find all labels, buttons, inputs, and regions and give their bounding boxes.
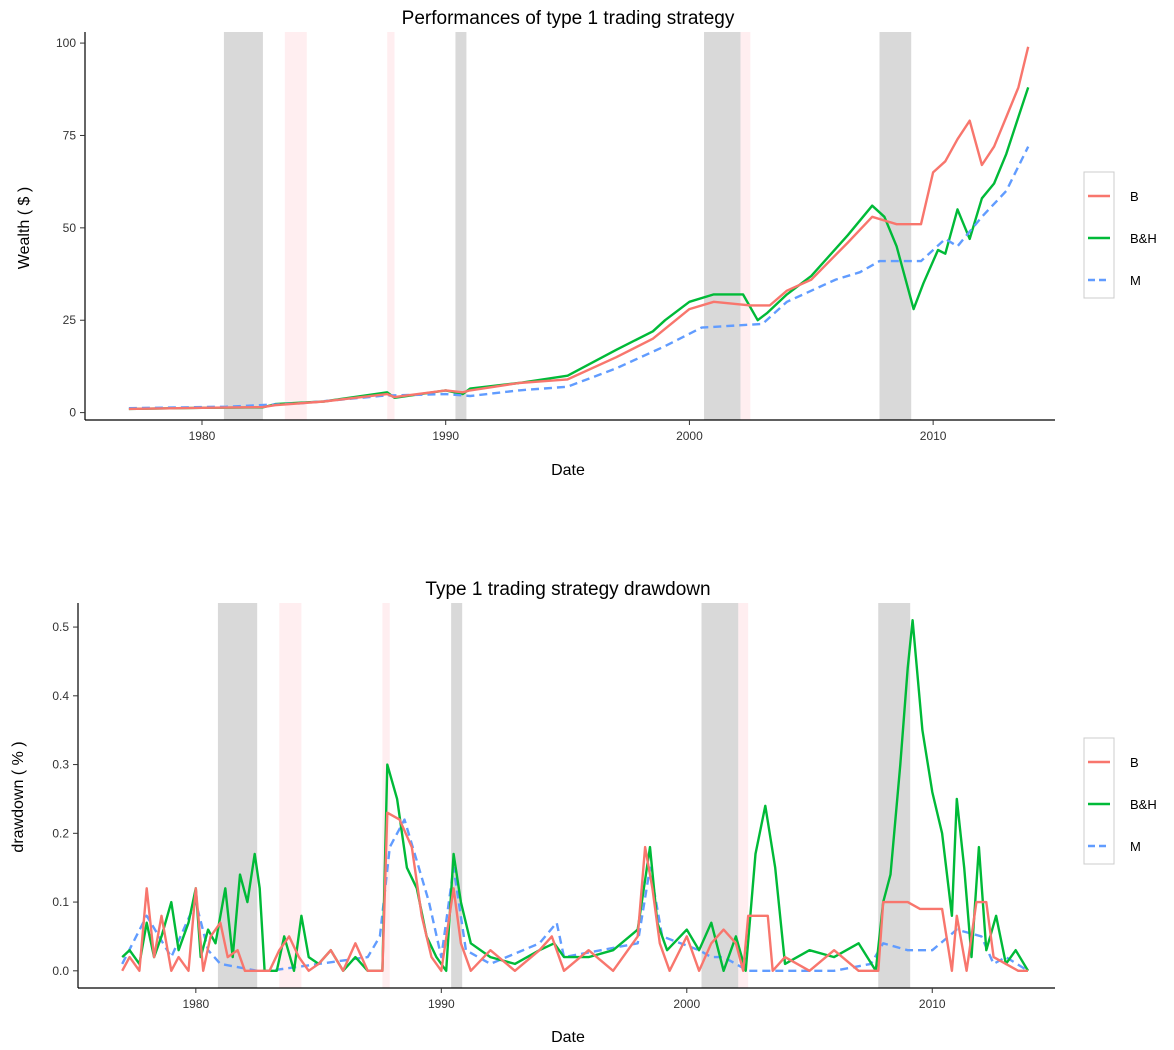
legend-label-bh: B&H xyxy=(1130,797,1157,812)
drawdown-band xyxy=(387,32,395,420)
drawdown-band xyxy=(284,32,307,420)
x-tick-label: 1990 xyxy=(428,997,455,1011)
y-tick-label: 0.3 xyxy=(52,758,69,772)
y-tick-label: 0.5 xyxy=(52,620,69,634)
y-tick-label: 50 xyxy=(63,221,77,235)
y-tick-label: 0 xyxy=(69,406,76,420)
x-tick-label: 2000 xyxy=(676,429,703,443)
x-axis-title: Date xyxy=(551,462,585,479)
drawdown-panel: 1980 1990 2000 2010 0.0 0.1 0.2 0.3 0.4 0.5 Type … xyxy=(10,579,1157,1046)
performance-panel: 1980 1990 2000 2010 0 25 50 75 100 Performances … xyxy=(16,8,1157,479)
legend: B B&H M xyxy=(1083,171,1157,299)
plot-area: 1980 1990 2000 2010 0 25 50 75 100 xyxy=(56,32,1055,443)
y-tick-label: 100 xyxy=(56,36,76,50)
y-tick-label: 75 xyxy=(63,128,77,142)
chart-title: Performances of type 1 trading strategy xyxy=(402,8,735,29)
x-tick-label: 1980 xyxy=(182,997,209,1011)
y-tick-label: 0.1 xyxy=(52,895,69,909)
recession-band xyxy=(223,32,263,420)
drawdown-band xyxy=(279,603,302,988)
plot-area: 1980 1990 2000 2010 0.0 0.1 0.2 0.3 0.4 0.5 xyxy=(52,603,1055,1011)
series-line-m xyxy=(121,818,1029,972)
y-axis-title: Wealth ( $ ) xyxy=(16,187,33,269)
legend-label-m: M xyxy=(1130,273,1141,288)
drawdown-band xyxy=(738,603,749,988)
series-line-b xyxy=(128,46,1030,411)
y-tick-label: 25 xyxy=(63,313,77,327)
x-axis-title: Date xyxy=(551,1029,585,1046)
x-tick-label: 1990 xyxy=(432,429,459,443)
drawdown-band xyxy=(740,32,751,420)
recession-band xyxy=(455,32,467,420)
x-tick-label: 2000 xyxy=(673,997,700,1011)
legend-label-b: B xyxy=(1130,755,1139,770)
recession-band xyxy=(451,603,463,988)
legend-label-b: B xyxy=(1130,189,1139,204)
x-tick-label: 1980 xyxy=(189,429,216,443)
recession-band xyxy=(879,32,912,420)
x-tick-label: 2010 xyxy=(919,997,946,1011)
legend: B B&H M xyxy=(1083,737,1157,865)
y-tick-label: 0.4 xyxy=(52,689,69,703)
legend-frame xyxy=(1083,171,1115,299)
y-tick-label: 0.0 xyxy=(52,964,69,978)
series-line-b xyxy=(121,811,1028,972)
chart-title: Type 1 trading strategy drawdown xyxy=(425,579,710,600)
recession-band xyxy=(701,603,739,988)
y-tick-label: 0.2 xyxy=(52,826,69,840)
legend-frame xyxy=(1083,737,1115,865)
legend-label-m: M xyxy=(1130,839,1141,854)
y-axis-title: drawdown ( % ) xyxy=(10,741,27,852)
recession-band xyxy=(878,603,911,988)
legend-label-bh: B&H xyxy=(1130,231,1157,246)
x-tick-label: 2010 xyxy=(920,429,947,443)
recession-band xyxy=(217,603,258,988)
recession-band xyxy=(704,32,741,420)
